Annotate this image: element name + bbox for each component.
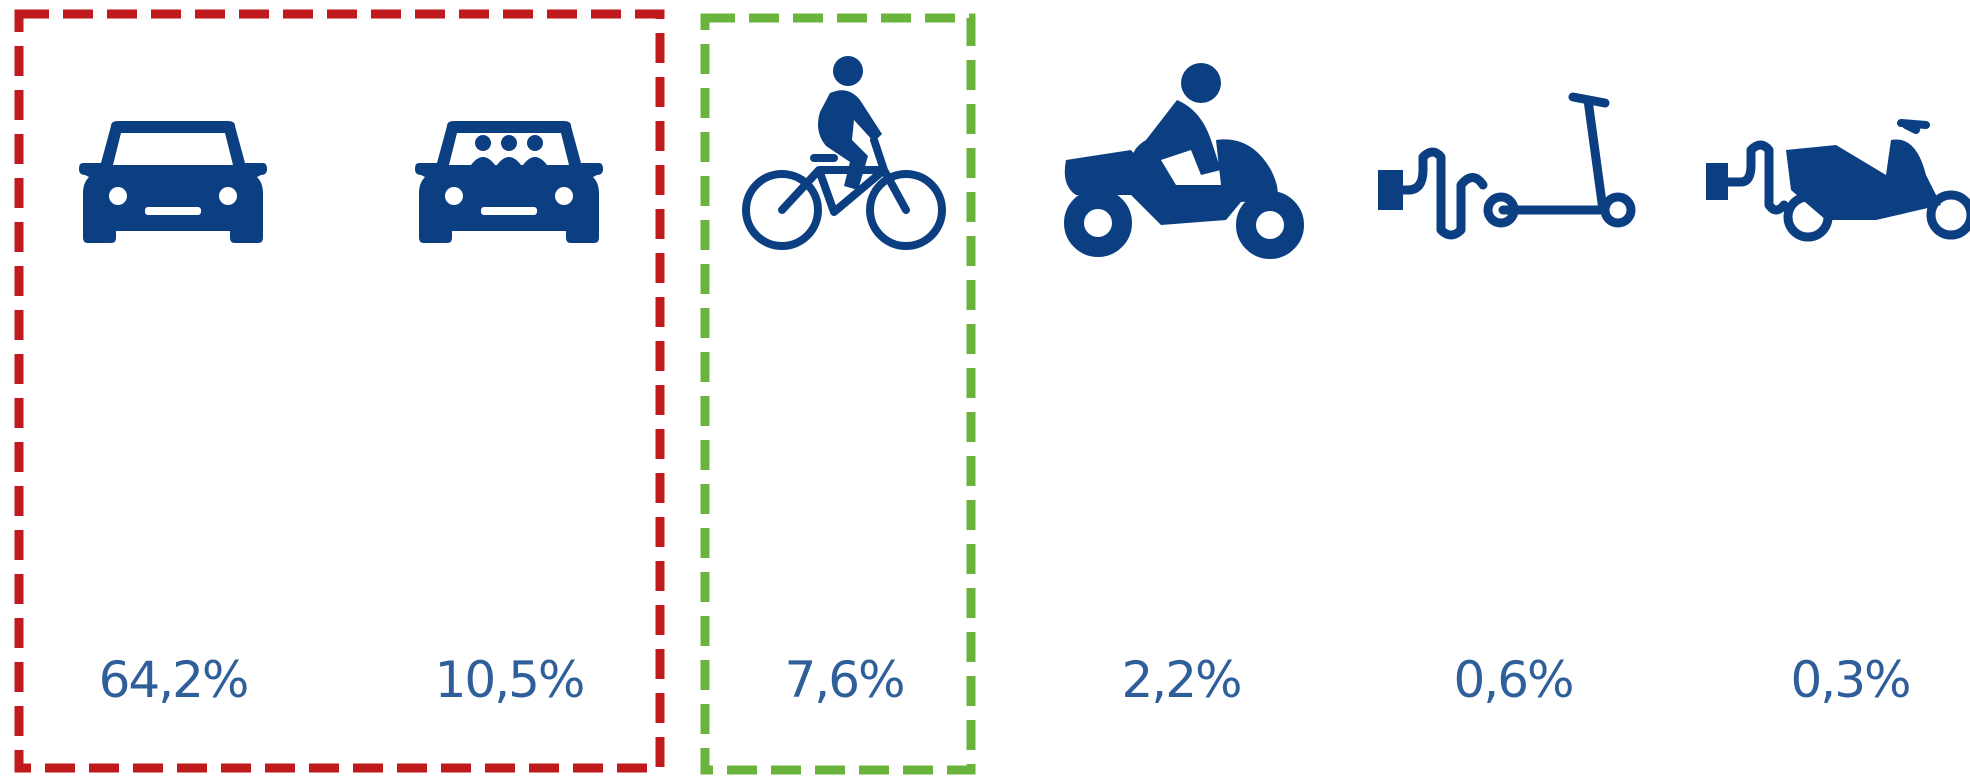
carpool-icon — [415, 121, 603, 243]
share-label: 2,2% — [1121, 651, 1240, 709]
motorcycle-icon — [1064, 63, 1304, 259]
bicycle-icon — [742, 56, 946, 250]
e-moped-icon — [1706, 119, 1970, 242]
share-label: 0,3% — [1790, 651, 1909, 709]
share-label: 7,6% — [784, 651, 903, 709]
share-label: 10,5% — [435, 651, 584, 709]
group-box-bike — [700, 13, 976, 775]
share-label: 64,2% — [99, 651, 248, 709]
share-label: 0,6% — [1453, 651, 1572, 709]
group-box-car — [14, 9, 665, 773]
car-icon — [79, 121, 267, 243]
e-scooter-icon — [1378, 92, 1636, 240]
